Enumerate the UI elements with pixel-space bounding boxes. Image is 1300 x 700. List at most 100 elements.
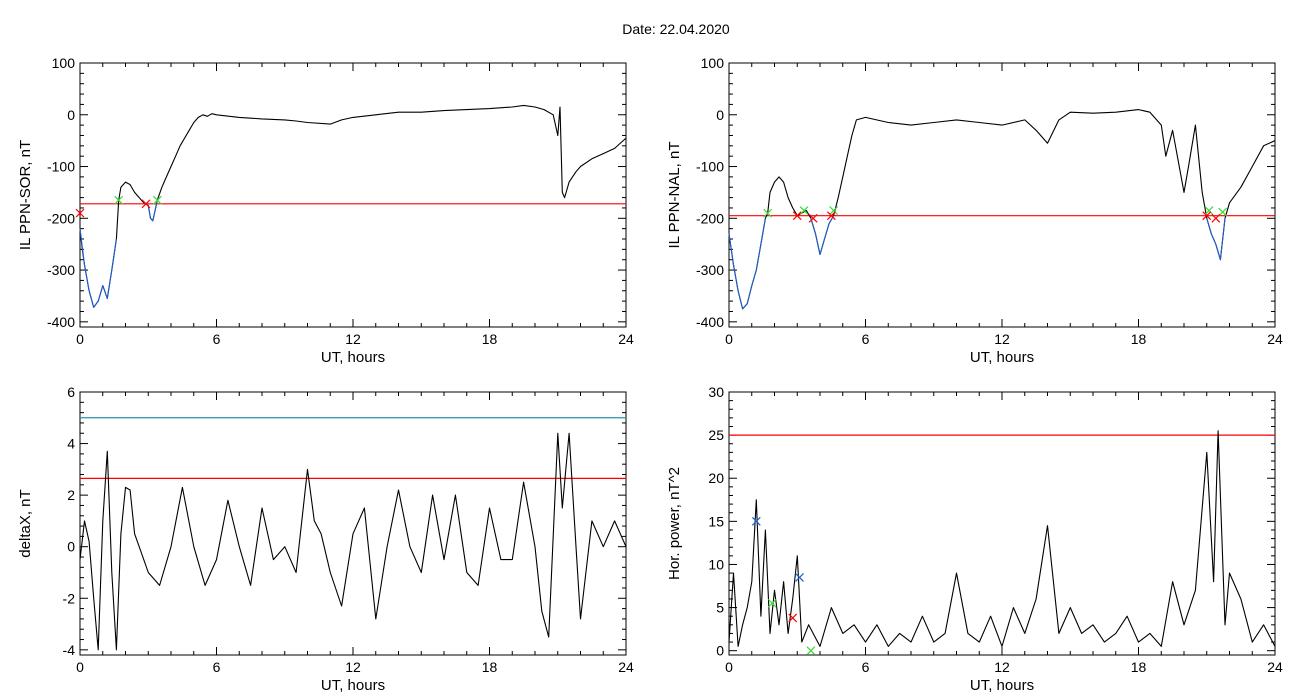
x-tick-label: 6 xyxy=(213,331,221,347)
y-tick-label: 0 xyxy=(67,107,75,123)
x-axis-label: UT, hours xyxy=(970,677,1034,694)
chart-panel-2: 0 6 12 18 24 -400 -300 -200 -100 0 100 UT, hours IL … xyxy=(666,55,1283,366)
cross-marker-stroke xyxy=(806,646,816,656)
y-tick-label: 6 xyxy=(67,384,75,400)
cross-marker xyxy=(114,195,124,205)
cross-marker-stroke xyxy=(792,211,802,221)
x-tick-label: 12 xyxy=(994,331,1010,347)
x-tick-label: 24 xyxy=(618,659,634,675)
x-tick-label: 0 xyxy=(725,331,733,347)
series-line-4 xyxy=(1206,218,1226,261)
cross-marker-stroke xyxy=(826,211,836,221)
x-tick-label: 6 xyxy=(213,659,221,675)
x-tick-label: 18 xyxy=(1131,659,1147,675)
cross-marker xyxy=(1204,206,1214,215)
x-tick-label: 12 xyxy=(345,659,361,675)
y-tick-label: 0 xyxy=(716,643,724,659)
y-tick-label: 5 xyxy=(716,600,724,616)
y-axis-label: deltaX, nT xyxy=(17,489,34,557)
x-tick-label: 18 xyxy=(1131,331,1147,347)
cross-marker xyxy=(788,613,798,623)
cross-marker-stroke xyxy=(767,598,777,608)
x-tick-label: 0 xyxy=(725,659,733,675)
y-tick-label: -100 xyxy=(696,159,724,175)
y-tick-label: -300 xyxy=(47,262,75,278)
y-axis-label: IL PPN-SOR, nT xyxy=(17,140,34,250)
cross-marker-stroke xyxy=(799,206,809,215)
cross-marker xyxy=(1211,213,1221,223)
series-line-1 xyxy=(728,430,1276,647)
cross-marker xyxy=(826,211,836,221)
plot-frame xyxy=(728,391,1276,656)
plot-frame xyxy=(79,391,627,656)
y-tick-label: 2 xyxy=(67,487,75,503)
y-tick-label: 15 xyxy=(708,513,724,529)
cross-marker xyxy=(75,208,85,218)
series-line-2 xyxy=(79,228,117,308)
x-axis-label: UT, hours xyxy=(321,349,385,366)
cross-marker-stroke xyxy=(795,572,804,582)
y-tick-label: 30 xyxy=(708,384,724,400)
x-tick-label: 18 xyxy=(482,659,498,675)
cross-marker-stroke xyxy=(1202,211,1212,221)
x-tick-label: 24 xyxy=(618,331,634,347)
x-tick-label: 0 xyxy=(76,659,84,675)
y-tick-label: 100 xyxy=(701,55,725,71)
y-tick-label: -100 xyxy=(47,159,75,175)
y-tick-label: -300 xyxy=(696,262,724,278)
x-axis-label: UT, hours xyxy=(321,677,385,694)
x-tick-label: 24 xyxy=(1267,659,1283,675)
cross-marker-stroke xyxy=(788,613,798,623)
cross-marker xyxy=(795,572,804,582)
cross-marker xyxy=(751,516,761,526)
y-tick-label: 0 xyxy=(67,539,75,555)
y-tick-label: 10 xyxy=(708,556,724,572)
x-tick-label: 6 xyxy=(862,659,870,675)
cross-marker-stroke xyxy=(152,195,162,205)
y-tick-label: 25 xyxy=(708,427,724,443)
cross-marker xyxy=(141,199,151,209)
cross-marker xyxy=(829,206,839,215)
cross-marker-stroke xyxy=(75,208,85,218)
cross-marker xyxy=(808,213,818,223)
y-tick-label: -400 xyxy=(47,314,75,330)
y-tick-label: -200 xyxy=(47,210,75,226)
cross-marker xyxy=(799,206,809,215)
plot-frame xyxy=(728,62,1276,328)
y-tick-label: 100 xyxy=(52,55,76,71)
cross-marker xyxy=(152,195,162,205)
x-axis-label: UT, hours xyxy=(970,349,1034,366)
x-tick-label: 6 xyxy=(862,331,870,347)
cross-marker-stroke xyxy=(1211,213,1221,223)
cross-marker-stroke xyxy=(114,195,124,205)
cross-marker-stroke xyxy=(141,199,151,209)
chart-panel-1: 0 6 12 18 24 -400 -300 -200 -100 0 100 UT, hours IL … xyxy=(17,55,634,366)
y-tick-label: 20 xyxy=(708,470,724,486)
cross-marker-stroke xyxy=(751,516,761,526)
series-line-3 xyxy=(810,215,835,256)
plot-frame xyxy=(79,62,627,328)
y-tick-label: -2 xyxy=(63,590,76,606)
cross-marker-stroke xyxy=(763,208,773,218)
cross-marker xyxy=(792,211,802,221)
series-line-1 xyxy=(79,104,627,308)
x-tick-label: 12 xyxy=(345,331,361,347)
series-line-1 xyxy=(79,432,627,651)
chart-panel-4: 0 6 12 18 24 0 5 10 15 20 25 30 UT, hours Hor. power,… xyxy=(666,384,1283,694)
y-tick-label: -200 xyxy=(696,210,724,226)
x-tick-label: 18 xyxy=(482,331,498,347)
y-tick-label: 4 xyxy=(67,436,75,452)
y-tick-label: -4 xyxy=(63,642,76,658)
series-line-1 xyxy=(728,109,1276,310)
cross-marker xyxy=(806,646,816,656)
y-axis-label: Hor. power, nT^2 xyxy=(666,467,683,580)
x-tick-label: 24 xyxy=(1267,331,1283,347)
cross-marker-stroke xyxy=(1204,206,1214,215)
x-tick-label: 0 xyxy=(76,331,84,347)
y-tick-label: -400 xyxy=(696,314,724,330)
cross-marker xyxy=(763,208,773,218)
cross-marker xyxy=(767,598,777,608)
cross-marker-stroke xyxy=(808,213,818,223)
